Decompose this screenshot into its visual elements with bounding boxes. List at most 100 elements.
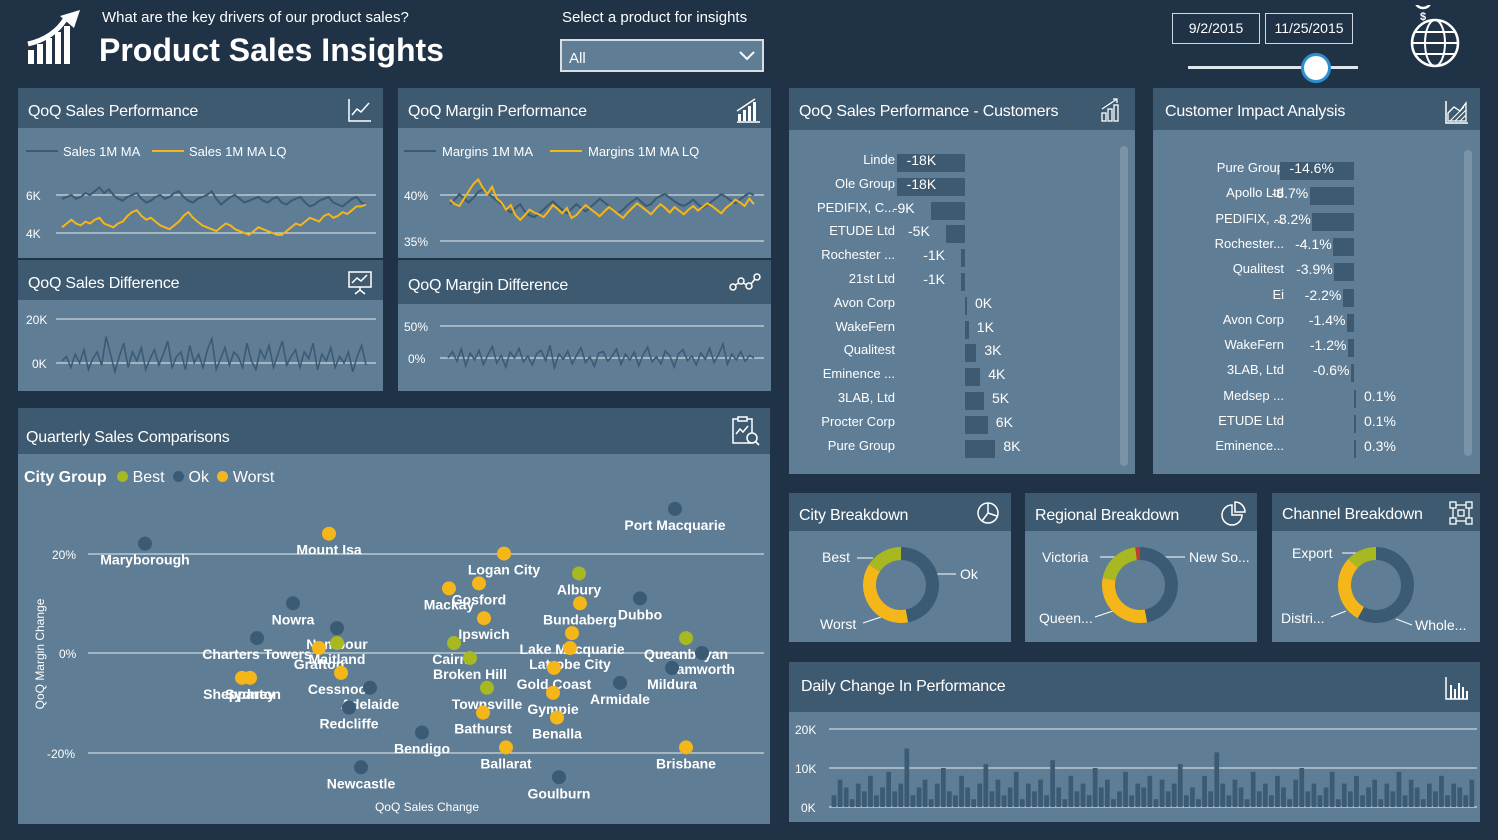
donut-slice[interactable] <box>901 547 939 623</box>
daily-bar[interactable] <box>1311 783 1317 807</box>
scatter-point[interactable] <box>342 700 356 715</box>
daily-bar[interactable] <box>1335 799 1341 807</box>
daily-bar[interactable] <box>995 779 1001 807</box>
daily-bar[interactable] <box>1451 783 1456 807</box>
scatter-point[interactable] <box>472 576 486 591</box>
daily-bar[interactable] <box>1202 775 1207 807</box>
scatter-point[interactable] <box>330 636 344 651</box>
daily-bar[interactable] <box>1323 787 1329 808</box>
daily-bar[interactable] <box>1348 791 1353 807</box>
scatter-point[interactable] <box>695 646 709 660</box>
daily-bar[interactable] <box>1026 783 1031 807</box>
bar-row[interactable]: WakeFern 1K <box>789 319 1135 339</box>
daily-bar[interactable] <box>1153 799 1159 807</box>
scatter-point[interactable] <box>668 501 682 516</box>
daily-bar[interactable] <box>1244 799 1250 807</box>
product-selector-dropdown[interactable]: All <box>560 39 764 72</box>
daily-bar[interactable] <box>1190 787 1195 808</box>
slider-handle[interactable] <box>1300 53 1331 83</box>
bar-row[interactable]: Pure Group 8K <box>789 438 1135 458</box>
bar-row[interactable]: 3LAB, Ltd -0.6% <box>1153 362 1480 383</box>
daily-bar[interactable] <box>880 787 885 808</box>
daily-bar[interactable] <box>1159 779 1165 807</box>
bar-row[interactable]: Rochester ... -1K <box>789 247 1135 268</box>
daily-bar[interactable] <box>1463 795 1469 807</box>
bar-row[interactable]: Procter Corp 6K <box>789 414 1135 434</box>
daily-bar[interactable] <box>855 783 861 807</box>
daily-bar[interactable] <box>1396 771 1402 807</box>
daily-bar[interactable] <box>1420 799 1426 807</box>
bar-row[interactable]: Medsep ... 0.1% <box>1153 388 1480 408</box>
daily-bar[interactable] <box>1105 779 1110 807</box>
scatter-point[interactable] <box>442 581 456 596</box>
daily-bar[interactable] <box>928 799 934 807</box>
daily-bar[interactable] <box>1214 752 1220 807</box>
daily-bar[interactable] <box>1086 795 1092 807</box>
daily-bar[interactable] <box>1269 795 1274 807</box>
daily-bar[interactable] <box>1378 799 1384 807</box>
daily-bar[interactable] <box>1281 787 1286 808</box>
scatter-point[interactable] <box>476 705 490 720</box>
daily-bar[interactable] <box>1044 795 1049 807</box>
daily-bar[interactable] <box>916 787 922 808</box>
daily-bar[interactable] <box>1184 795 1189 807</box>
daily-bar[interactable] <box>1287 799 1292 807</box>
daily-bar[interactable] <box>1317 795 1323 807</box>
daily-bar[interactable] <box>1250 771 1256 807</box>
bar-row[interactable]: Eminence ... 4K <box>789 366 1135 387</box>
bar-row[interactable]: Avon Corp 0K <box>789 295 1135 315</box>
scatter-point[interactable] <box>480 680 494 695</box>
daily-bar[interactable] <box>862 791 867 807</box>
scatter-point[interactable] <box>633 591 647 606</box>
daily-bar[interactable] <box>1220 783 1226 807</box>
bar-row[interactable]: WakeFern -1.2% <box>1153 337 1480 358</box>
scatter-point[interactable] <box>679 740 693 755</box>
bar-row[interactable]: PEDIFIX, C... -9K <box>789 200 1135 220</box>
bar-row[interactable]: Ole Group -18K <box>789 176 1135 196</box>
daily-bar[interactable] <box>837 779 843 807</box>
donut-slice[interactable] <box>1140 547 1178 623</box>
daily-bar[interactable] <box>1305 791 1311 807</box>
scatter-point[interactable] <box>138 536 152 551</box>
bar-row[interactable]: Eminence... 0.3% <box>1153 438 1480 459</box>
daily-bar[interactable] <box>1226 795 1232 807</box>
daily-bar[interactable] <box>1092 768 1098 807</box>
daily-bar[interactable] <box>904 748 910 808</box>
date-range-slider[interactable] <box>1188 53 1358 83</box>
daily-bar[interactable] <box>959 775 964 807</box>
scatter-point[interactable] <box>447 636 461 651</box>
daily-bar[interactable] <box>983 764 989 807</box>
scatter-point[interactable] <box>286 596 300 611</box>
scatter-point[interactable] <box>415 725 429 740</box>
bar-row[interactable]: Apollo Ltd -8.7% <box>1153 185 1480 206</box>
bar-row[interactable]: Avon Corp -1.4% <box>1153 312 1480 332</box>
daily-bar[interactable] <box>910 795 916 807</box>
daily-bar[interactable] <box>1117 791 1122 807</box>
scatter-point[interactable] <box>546 685 560 700</box>
daily-bar[interactable] <box>1263 783 1268 807</box>
daily-bar[interactable] <box>1038 779 1043 807</box>
daily-bar[interactable] <box>1427 783 1432 807</box>
daily-bar[interactable] <box>1366 787 1371 808</box>
date-end-input[interactable]: 11/25/2015 <box>1265 13 1353 44</box>
scatter-point[interactable] <box>477 611 491 626</box>
scatter-point[interactable] <box>665 660 679 675</box>
daily-bar[interactable] <box>1171 783 1177 807</box>
daily-bar[interactable] <box>1074 791 1080 807</box>
scatter-point[interactable] <box>312 641 326 656</box>
daily-bar[interactable] <box>1111 799 1116 807</box>
daily-bar[interactable] <box>1147 775 1153 807</box>
daily-bar[interactable] <box>886 771 891 807</box>
bar-row[interactable]: Qualitest -3.9% <box>1153 261 1480 282</box>
daily-bar[interactable] <box>1384 783 1390 807</box>
daily-bar[interactable] <box>1390 791 1396 807</box>
date-start-input[interactable]: 9/2/2015 <box>1172 13 1260 44</box>
daily-bar[interactable] <box>1372 779 1377 807</box>
donut-slice[interactable] <box>1102 577 1148 623</box>
scatter-point[interactable] <box>463 650 477 665</box>
daily-bar[interactable] <box>892 791 898 807</box>
scatter-point[interactable] <box>354 760 368 775</box>
scatter-point[interactable] <box>322 526 336 541</box>
scatter-point[interactable] <box>235 670 249 685</box>
bar-row[interactable]: Ei -2.2% <box>1153 287 1480 307</box>
